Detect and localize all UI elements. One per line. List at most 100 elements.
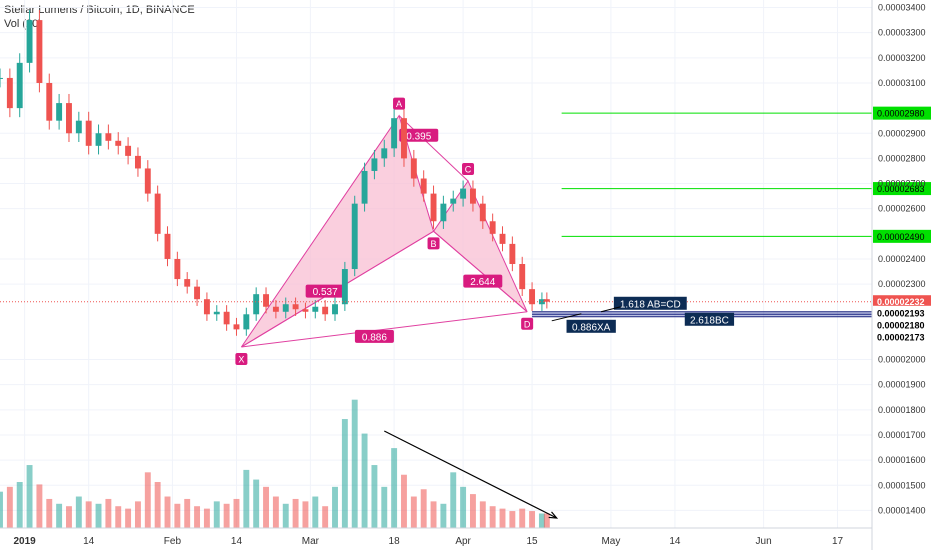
volume-bar xyxy=(371,465,378,528)
candle-body xyxy=(322,306,329,315)
projection-arrow xyxy=(600,306,621,313)
pattern-point-badge xyxy=(521,317,534,330)
candle-body xyxy=(460,188,467,199)
candle-body xyxy=(144,168,151,194)
volume-bar xyxy=(243,469,250,528)
volume-bar xyxy=(351,399,358,528)
candle-body xyxy=(223,311,230,325)
pattern-point-label: B xyxy=(431,239,437,249)
pattern-ratio-label: 2.644 xyxy=(470,277,495,288)
time-tick-label: 14 xyxy=(83,536,95,547)
pattern-point-badge xyxy=(462,163,475,176)
candle-body xyxy=(125,145,132,156)
candle-body xyxy=(66,103,72,134)
price-tick-label: 0.00001500 xyxy=(878,480,926,490)
time-tick-label: 2019 xyxy=(14,536,37,547)
pattern-ratio-label: 0.886 xyxy=(362,332,387,343)
pattern-point-badge xyxy=(393,97,406,110)
volume-bar xyxy=(469,494,476,528)
candle-body xyxy=(282,304,289,312)
candle-body xyxy=(174,258,181,280)
price-tick-label: 0.00003200 xyxy=(878,53,926,63)
pattern-leg xyxy=(241,311,528,348)
price-marker-badge xyxy=(873,295,931,309)
price-tick-label: 0.00002000 xyxy=(878,355,926,365)
candle-body xyxy=(263,294,269,307)
candle-body xyxy=(302,309,309,312)
candle-body xyxy=(253,294,260,315)
candle-body xyxy=(479,203,486,222)
time-tick-label: 17 xyxy=(832,536,844,547)
candle-body xyxy=(233,324,240,330)
chart-title: Stellar Lumens / Bitcoin, 1D, BINANCE xyxy=(4,4,195,16)
pattern-ratio-badge xyxy=(399,128,439,142)
price-tick-label: 0.00003300 xyxy=(878,28,926,38)
volume-bar xyxy=(332,486,338,528)
volume-trend-arrowhead xyxy=(548,511,559,519)
projection-badge xyxy=(566,319,616,333)
candle-body xyxy=(184,279,191,287)
price-tick-label: 0.00003400 xyxy=(878,3,926,13)
time-tick-label: Jun xyxy=(756,536,772,547)
price-marker-label: 0.00002232 xyxy=(877,297,925,307)
price-tick-label: 0.00002400 xyxy=(878,254,926,264)
volume-bar xyxy=(36,484,43,528)
volume-bar xyxy=(6,486,13,528)
candle-body xyxy=(509,243,516,264)
candle-body xyxy=(16,62,23,109)
candle-body xyxy=(381,148,388,159)
projection-label: 2.618BC xyxy=(690,315,729,326)
candle-body xyxy=(440,203,447,222)
candle-body xyxy=(26,20,33,63)
price-marker-label: 0.00002180 xyxy=(877,320,925,330)
candle-body xyxy=(401,118,407,159)
time-tick-label: Feb xyxy=(164,536,182,547)
volume-trend-arrow xyxy=(384,430,557,519)
target-level-label: 0.00002490 xyxy=(877,232,925,242)
pattern-leg xyxy=(433,230,528,313)
candle-body xyxy=(6,77,13,109)
price-tick-label: 0.00001800 xyxy=(878,405,926,415)
candle-body xyxy=(420,178,427,194)
price-tick-label: 0.00001700 xyxy=(878,430,926,440)
candle-body xyxy=(95,133,102,146)
volume-bar xyxy=(302,501,309,528)
candle-body xyxy=(430,193,437,222)
time-tick-label: May xyxy=(601,536,620,547)
volume-bar xyxy=(430,501,437,528)
pattern-ratio-label: 0.537 xyxy=(313,287,338,298)
volume-bar xyxy=(115,506,122,528)
pattern-ratio-badge xyxy=(354,329,394,343)
volume-bar xyxy=(66,506,72,528)
projection-badge xyxy=(684,312,735,326)
volume-bar xyxy=(144,472,151,528)
candle-body xyxy=(341,269,348,305)
pattern-point-badge xyxy=(235,352,248,365)
candle-body xyxy=(194,286,201,300)
candle-body xyxy=(489,221,496,234)
volume-bar xyxy=(194,506,201,528)
candle-body xyxy=(243,314,250,330)
volume-bar xyxy=(0,491,3,528)
candle-body xyxy=(134,155,141,169)
candle-body xyxy=(115,140,122,146)
target-level-label: 0.00002683 xyxy=(877,184,925,194)
projection-label: 0.886XA xyxy=(572,322,611,333)
volume-bar xyxy=(105,498,112,528)
candle-body xyxy=(529,289,536,305)
price-tick-label: 0.00001600 xyxy=(878,455,926,465)
volume-bar xyxy=(263,486,269,528)
volume-bar xyxy=(361,433,368,528)
volume-bar xyxy=(223,503,230,528)
price-tick-label: 0.00001400 xyxy=(878,505,926,515)
candle-body xyxy=(292,304,299,310)
volume-bar xyxy=(312,496,319,528)
volume-bar xyxy=(95,503,102,528)
volume-bar xyxy=(253,479,260,528)
candle-body xyxy=(75,120,82,134)
time-tick-label: Mar xyxy=(302,536,320,547)
candle-body xyxy=(312,306,319,312)
volume-bar xyxy=(381,486,388,528)
price-marker-label: 0.00002173 xyxy=(877,332,925,342)
